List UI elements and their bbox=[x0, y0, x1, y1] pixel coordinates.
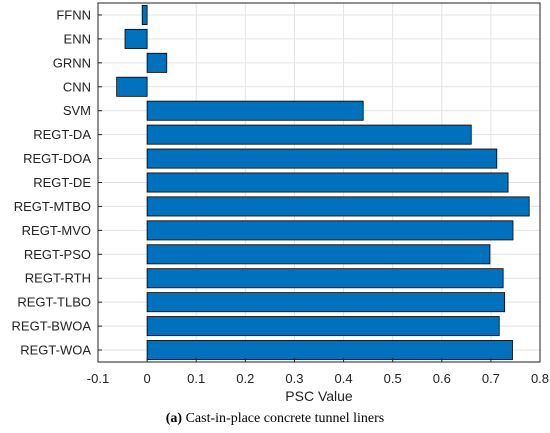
x-tick-label: 0.3 bbox=[285, 371, 303, 386]
bar-regt-bwoa bbox=[146, 316, 500, 337]
bar-regt-da bbox=[146, 124, 472, 145]
bar-regt-mtbo bbox=[146, 196, 530, 217]
x-tick-label: 0.6 bbox=[433, 371, 451, 386]
bar-svm bbox=[146, 100, 364, 121]
axis-ticks: -0.1 0 0.1 0.2 0.3 0.4 0.5 0.6 0.7 0.8 FFNN ENN GRNN… bbox=[12, 7, 549, 386]
x-tick-label: 0.2 bbox=[236, 371, 254, 386]
y-tick-label: SVM bbox=[63, 103, 91, 118]
y-tick-label: FFNN bbox=[56, 7, 91, 22]
bar-regt-doa bbox=[146, 148, 498, 169]
y-tick-label: REGT-PSO bbox=[24, 247, 91, 262]
bar-cnn bbox=[116, 76, 148, 97]
y-tick-label: REGT-TLBO bbox=[17, 295, 91, 310]
x-tick-label: 0.8 bbox=[531, 371, 549, 386]
bar-regt-mvo bbox=[146, 220, 514, 241]
y-tick-label: GRNN bbox=[53, 55, 91, 70]
bar-regt-tlbo bbox=[146, 292, 506, 313]
x-tick-label: 0 bbox=[143, 371, 150, 386]
bars bbox=[116, 4, 530, 361]
bar-regt-woa bbox=[146, 340, 513, 361]
bar-regt-de bbox=[146, 172, 509, 193]
caption-text: Cast-in-place concrete tunnel liners bbox=[185, 411, 385, 426]
y-tick-label: REGT-DA bbox=[33, 127, 91, 142]
y-tick-label: REGT-BWOA bbox=[12, 319, 92, 334]
x-axis-label: PSC Value bbox=[285, 388, 353, 404]
caption-label: (a) bbox=[165, 411, 183, 426]
figure-caption: (a) Cast-in-place concrete tunnel liners bbox=[0, 411, 550, 427]
y-tick-label: REGT-WOA bbox=[20, 343, 91, 358]
y-tick-label: ENN bbox=[64, 31, 91, 46]
y-tick-label: REGT-MVO bbox=[22, 223, 91, 238]
y-tick-label: REGT-DE bbox=[33, 175, 91, 190]
y-tick-label: REGT-MTBO bbox=[14, 199, 91, 214]
y-tick-label: CNN bbox=[63, 79, 91, 94]
bar-ffnn bbox=[141, 4, 148, 25]
x-tick-label: 0.1 bbox=[187, 371, 205, 386]
bar-regt-rth bbox=[146, 268, 504, 289]
x-tick-label: -0.1 bbox=[87, 371, 109, 386]
x-tick-label: 0.5 bbox=[384, 371, 402, 386]
bar-grnn bbox=[146, 52, 168, 73]
x-tick-label: 0.4 bbox=[335, 371, 353, 386]
bar-enn bbox=[124, 28, 148, 49]
bar-regt-pso bbox=[146, 244, 491, 265]
y-tick-label: REGT-DOA bbox=[23, 151, 91, 166]
y-tick-label: REGT-RTH bbox=[25, 271, 91, 286]
x-tick-label: 0.7 bbox=[482, 371, 500, 386]
